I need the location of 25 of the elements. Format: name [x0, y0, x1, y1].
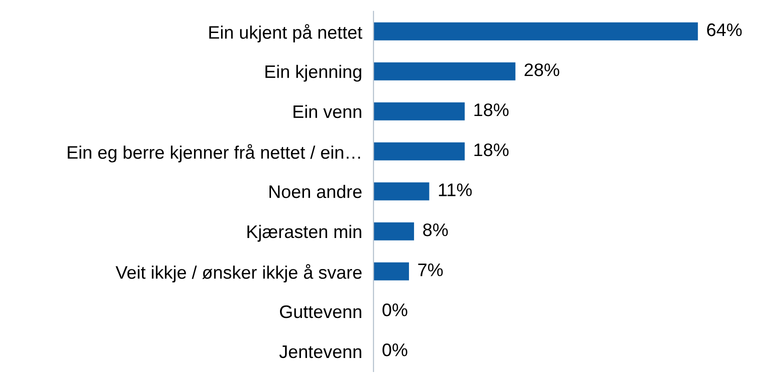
- data-label: 18%: [474, 143, 509, 156]
- data-label: 18%: [474, 103, 509, 116]
- data-label: 28%: [524, 63, 560, 76]
- bar: [373, 22, 698, 40]
- data-label: 64%: [707, 23, 742, 36]
- y-tick-label: Ein venn: [294, 104, 362, 118]
- data-label: 11%: [438, 184, 472, 196]
- y-tick-label: Kjærasten min: [247, 224, 362, 242]
- y-tick-label: Ein ukjent på nettet: [209, 24, 362, 42]
- y-tick-label: Ein eg berre kjenner frå nettet / ein…: [68, 144, 360, 162]
- bar: [373, 222, 414, 240]
- y-tick-label: Ein kjenning: [265, 64, 362, 82]
- bar: [373, 62, 516, 80]
- data-label: 0%: [382, 343, 408, 356]
- y-tick-label: Guttevenn: [280, 305, 362, 318]
- y-tick-label: Jentevenn: [279, 346, 362, 358]
- y-tick-label: Noen andre: [270, 184, 362, 198]
- y-tick-label: Veit ikkje / ønsker ikkje å svare: [116, 264, 362, 282]
- bar: [373, 142, 465, 160]
- bar: [373, 182, 430, 200]
- data-label: 0%: [382, 303, 408, 316]
- bar: [373, 102, 465, 120]
- data-label: 7%: [418, 264, 443, 276]
- data-label: 8%: [423, 223, 448, 236]
- bar: [373, 262, 409, 280]
